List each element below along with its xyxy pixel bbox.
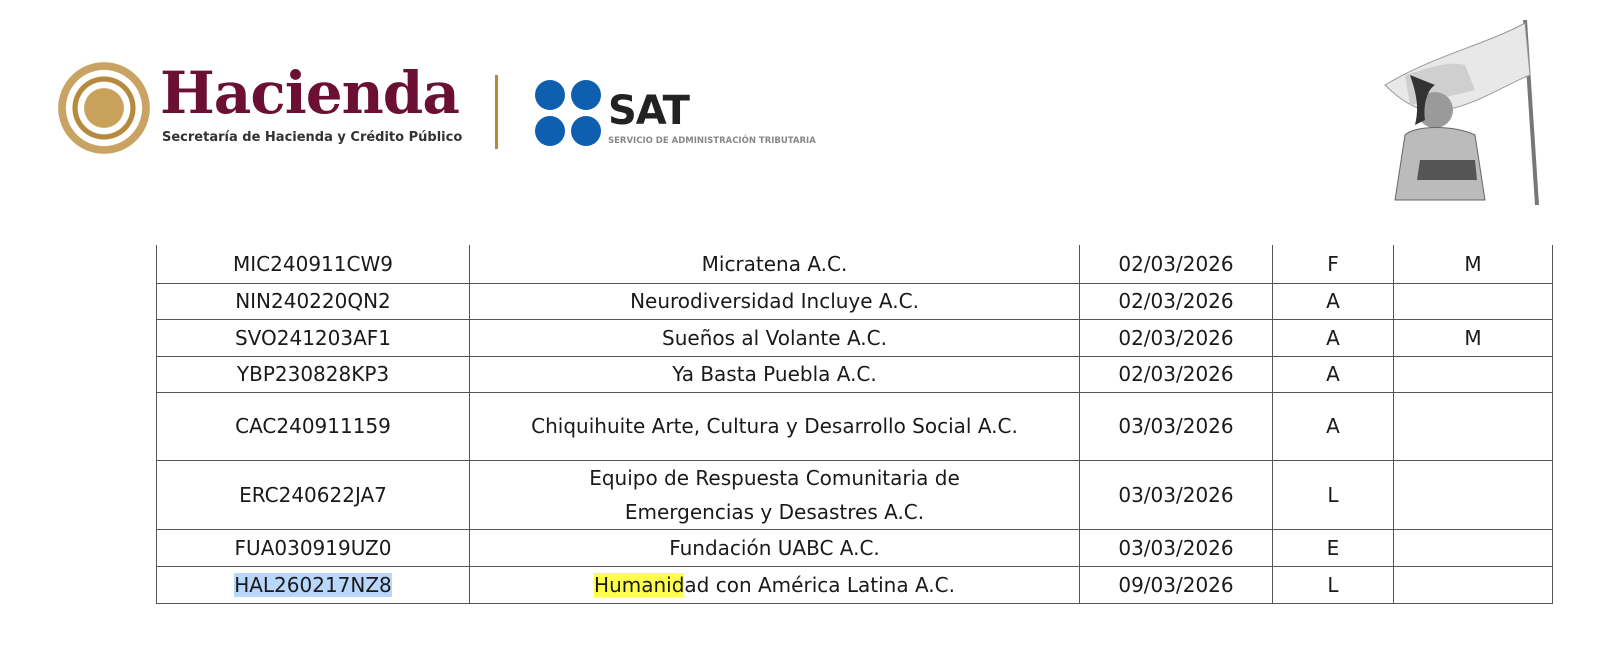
code-cell: E (1272, 528, 1394, 567)
name-cell: Chiquihuite Arte, Cultura y Desarrollo S… (469, 391, 1080, 461)
extra-cell (1393, 565, 1553, 604)
table-row: HAL260217NZ8 Humanidad con América Latin… (156, 565, 1553, 604)
code-cell: L (1272, 459, 1394, 530)
rfc-cell: FUA030919UZ0 (156, 528, 470, 567)
mexican-seal-logo (58, 62, 150, 154)
date-cell: 09/03/2026 (1079, 565, 1273, 604)
extra-cell (1393, 459, 1553, 530)
extra-cell (1393, 282, 1553, 320)
name-cell: Micratena A.C. (469, 245, 1080, 284)
name-cell: Equipo de Respuesta Comunitaria de Emerg… (469, 459, 1080, 530)
table-row: NIN240220QN2 Neurodiversidad Incluye A.C.… (156, 282, 1553, 320)
code-cell: A (1272, 355, 1394, 393)
sat-dots-logo (535, 80, 601, 146)
table-row: SVO241203AF1 Sueños al Volante A.C. 02/03/… (156, 318, 1553, 357)
name-cell: Ya Basta Puebla A.C. (469, 355, 1080, 393)
name-cell: Fundación UABC A.C. (469, 528, 1080, 567)
rfc-cell: YBP230828KP3 (156, 355, 470, 393)
code-cell: A (1272, 391, 1394, 461)
date-cell: 02/03/2026 (1079, 245, 1273, 284)
table-row: CAC240911159 Chiquihuite Arte, Cultura y … (156, 391, 1553, 461)
extra-cell: M (1393, 318, 1553, 357)
name-cell-rest: ad con América Latina A.C. (684, 572, 955, 597)
logo-divider (495, 75, 498, 149)
date-cell: 02/03/2026 (1079, 355, 1273, 393)
rfc-cell-selected[interactable]: HAL260217NZ8 (234, 572, 392, 597)
sat-logo-subtitle: SERVICIO DE ADMINISTRACIÓN TRIBUTARIA (608, 136, 816, 146)
woman-with-flag-illustration (1384, 19, 1539, 205)
code-cell: A (1272, 318, 1394, 357)
date-cell: 03/03/2026 (1079, 391, 1273, 461)
date-cell: 03/03/2026 (1079, 528, 1273, 567)
organizations-table: MIC240911CW9 Micratena A.C. 02/03/2026 F M NI… (156, 245, 1553, 604)
table-row: MIC240911CW9 Micratena A.C. 02/03/2026 F M (156, 245, 1553, 284)
code-cell: F (1272, 245, 1394, 284)
rfc-cell: ERC240622JA7 (156, 459, 470, 530)
code-cell: A (1272, 282, 1394, 320)
name-cell: Sueños al Volante A.C. (469, 318, 1080, 357)
extra-cell (1393, 528, 1553, 567)
name-cell: Neurodiversidad Incluye A.C. (469, 282, 1080, 320)
date-cell: 03/03/2026 (1079, 459, 1273, 530)
table-row: ERC240622JA7 Equipo de Respuesta Comunita… (156, 459, 1553, 530)
rfc-cell: MIC240911CW9 (156, 245, 470, 284)
date-cell: 02/03/2026 (1079, 318, 1273, 357)
table-row: YBP230828KP3 Ya Basta Puebla A.C. 02/03/20… (156, 355, 1553, 393)
hacienda-logo-subtitle: Secretaría de Hacienda y Crédito Público (162, 130, 463, 145)
search-highlight: Humanid (594, 572, 685, 597)
rfc-cell: CAC240911159 (156, 391, 470, 461)
hacienda-logo-title: Hacienda (160, 59, 460, 127)
extra-cell (1393, 391, 1553, 461)
rfc-cell: NIN240220QN2 (156, 282, 470, 320)
table-row: FUA030919UZ0 Fundación UABC A.C. 03/03/202… (156, 528, 1553, 567)
extra-cell: M (1393, 245, 1553, 284)
extra-cell (1393, 355, 1553, 393)
sat-logo-title: SAT (608, 88, 690, 134)
date-cell: 02/03/2026 (1079, 282, 1273, 320)
rfc-cell: SVO241203AF1 (156, 318, 470, 357)
code-cell: L (1272, 565, 1394, 604)
